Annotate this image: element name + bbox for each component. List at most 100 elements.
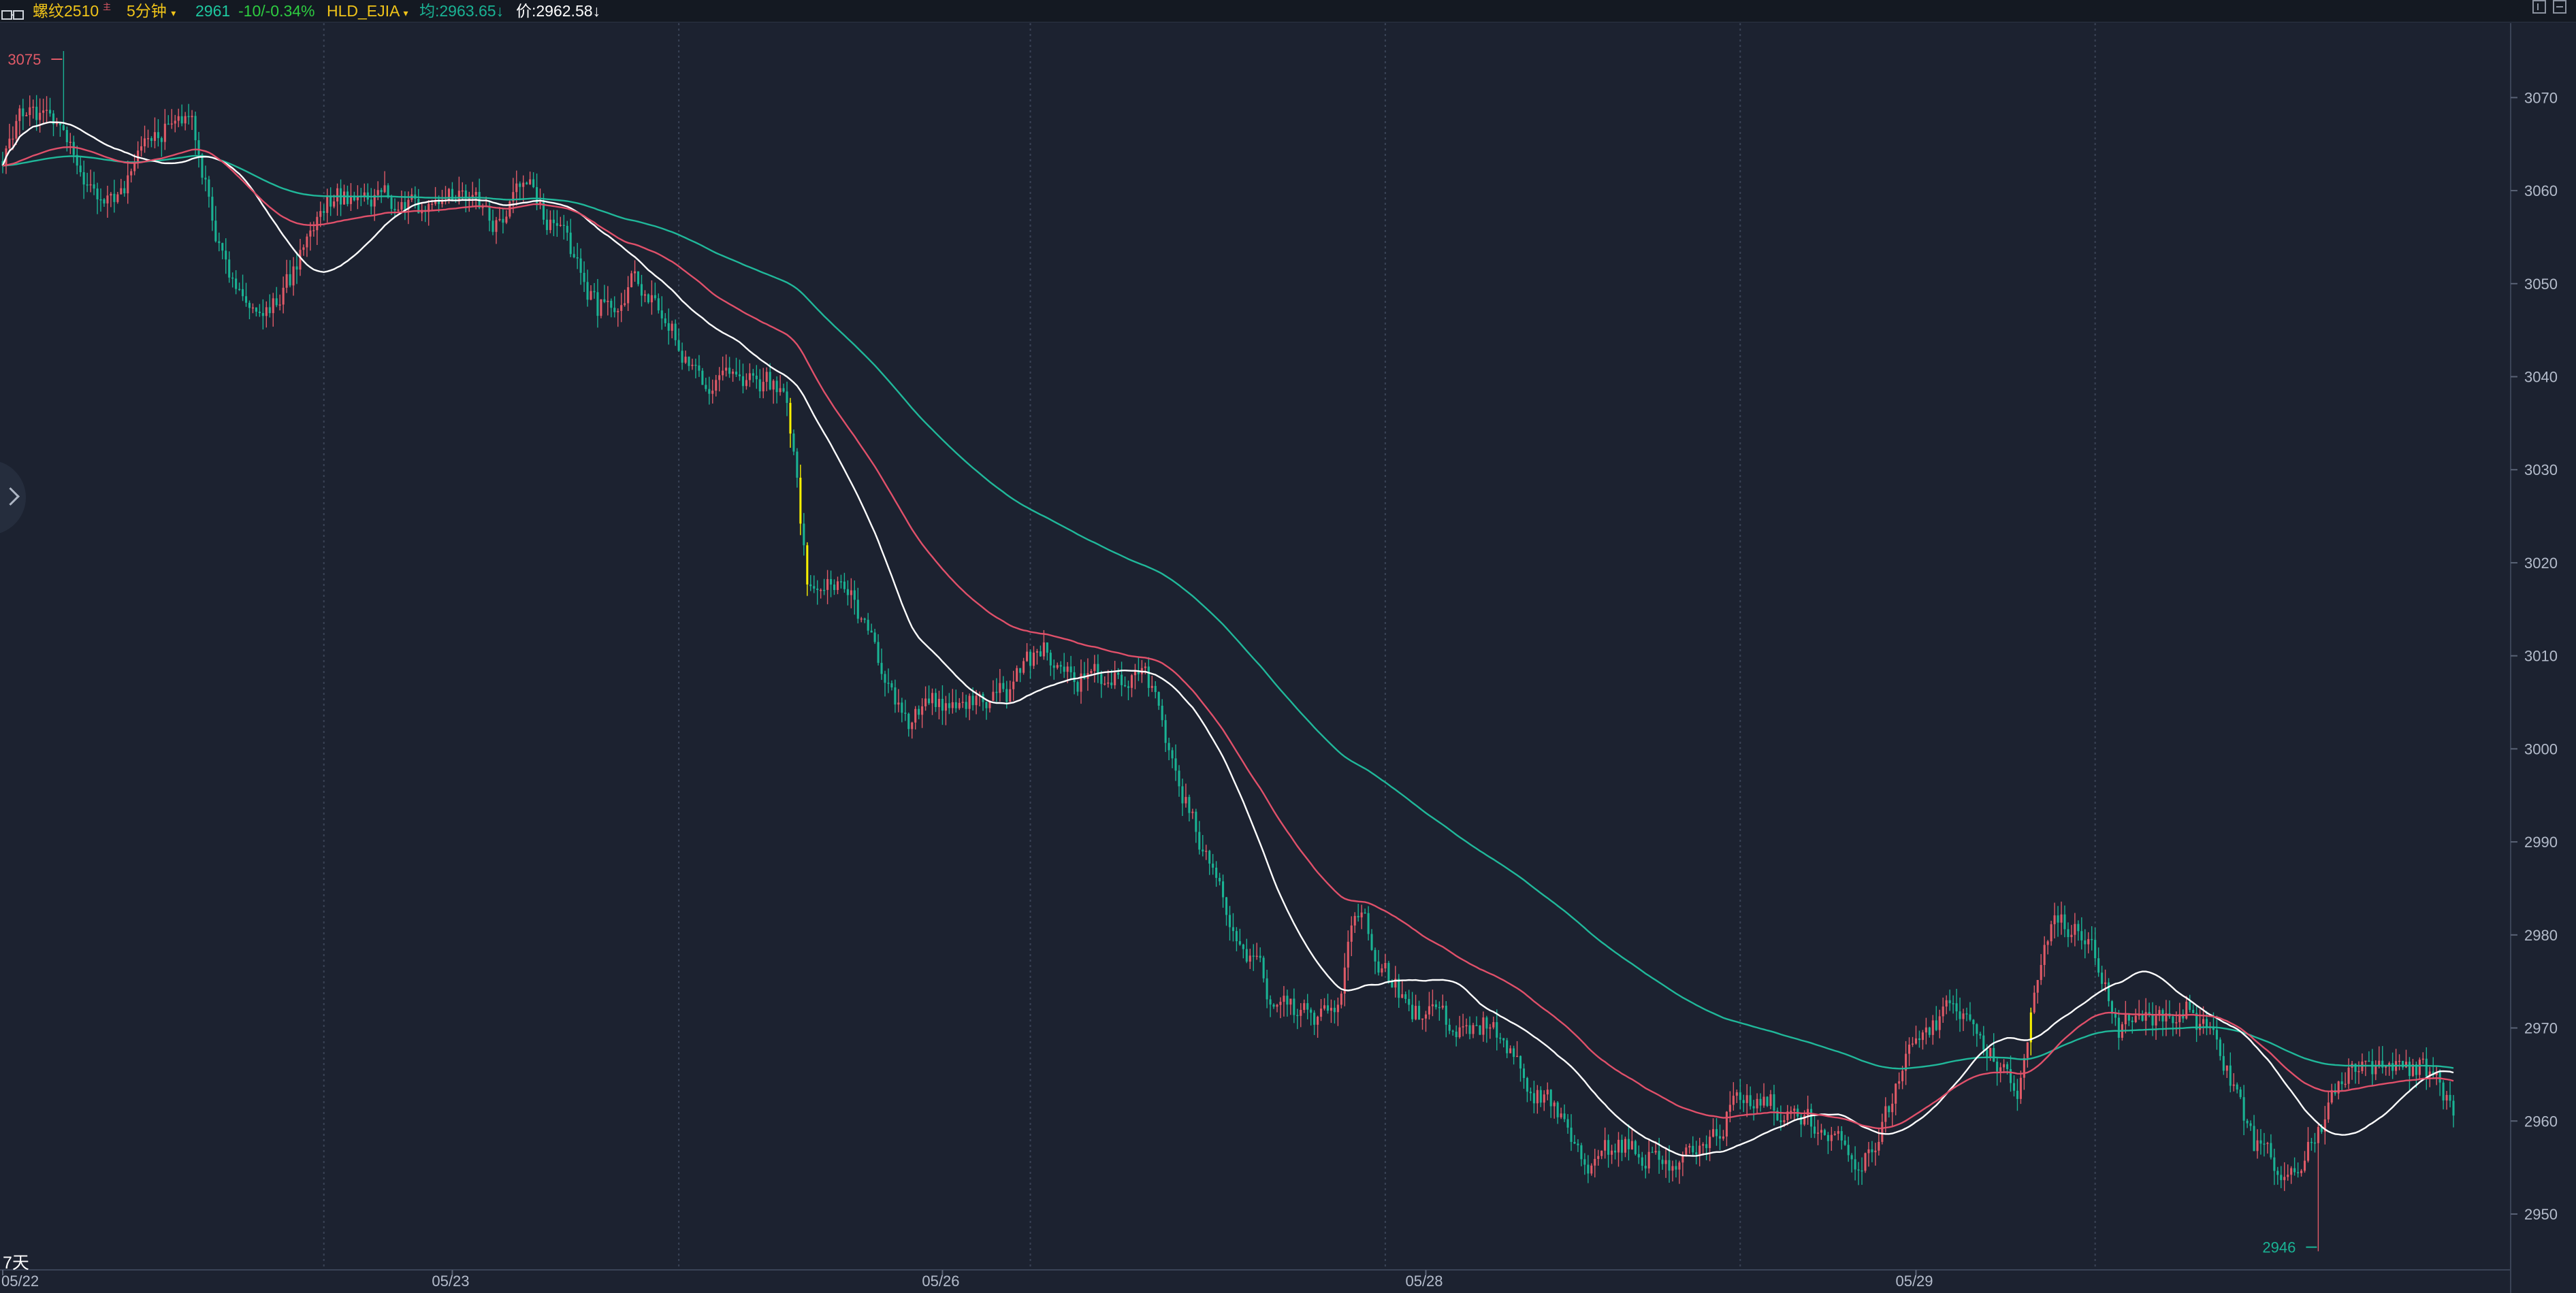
candle <box>1587 1155 1590 1183</box>
candle <box>2205 1011 2208 1036</box>
candle <box>1133 664 1136 689</box>
candle <box>1110 670 1113 689</box>
candle <box>1800 1112 1803 1137</box>
candle <box>1820 1124 1822 1140</box>
candle <box>664 313 666 327</box>
candle <box>177 108 180 127</box>
candle <box>2334 1083 2336 1096</box>
candle <box>1023 657 1025 675</box>
last-price: 2961 <box>195 2 231 20</box>
candle <box>1931 1015 1934 1045</box>
candle <box>194 112 197 155</box>
minimize-button[interactable] <box>2553 0 2566 14</box>
candle <box>1029 649 1032 679</box>
candle <box>596 278 599 328</box>
candle <box>1604 1127 1607 1159</box>
candle <box>2398 1054 2401 1070</box>
candle <box>235 270 238 295</box>
candle <box>2046 940 2049 955</box>
candle <box>498 207 501 222</box>
candle <box>370 188 372 215</box>
price-tick-label: 3060 <box>2524 182 2558 199</box>
candle <box>2107 978 2110 1007</box>
candle <box>1607 1134 1610 1168</box>
candle <box>1959 997 1961 1032</box>
candle <box>2276 1166 2279 1185</box>
candle <box>1952 995 1954 1014</box>
candle <box>1969 1002 1971 1022</box>
candle <box>1807 1096 1809 1125</box>
high-marker-label: 3075 <box>7 51 41 68</box>
candle <box>110 192 112 208</box>
candle <box>1323 998 1326 1011</box>
candle <box>1479 1025 1481 1035</box>
candle <box>792 429 795 455</box>
candle <box>231 272 234 288</box>
candle <box>1509 1045 1512 1053</box>
candle <box>1320 999 1323 1021</box>
time-range-label[interactable]: 7天 <box>3 1254 29 1273</box>
candle <box>228 251 231 283</box>
candle <box>1560 1107 1562 1119</box>
current-price: 价:2962.58↓ <box>516 2 601 20</box>
candle <box>1590 1163 1593 1176</box>
candle <box>1962 1009 1965 1032</box>
candle <box>725 354 728 377</box>
candle <box>1739 1079 1741 1110</box>
candle <box>93 171 95 195</box>
candle <box>2385 1065 2387 1076</box>
candle <box>282 276 285 314</box>
candle <box>2091 926 2093 951</box>
candle <box>1722 1130 1724 1141</box>
candle <box>1891 1093 1894 1126</box>
candle <box>1178 765 1180 797</box>
candle <box>1441 994 1444 1010</box>
symbol-name[interactable]: 螺纹2510 <box>33 2 99 20</box>
candle <box>1431 989 1434 1017</box>
dual-window-icon[interactable] <box>1 5 25 20</box>
candle <box>820 588 822 599</box>
candle <box>2253 1115 2255 1151</box>
candle <box>1840 1126 1843 1150</box>
layout-toggle-button[interactable] <box>2532 0 2546 14</box>
candle <box>1367 906 1370 940</box>
candle <box>1408 989 1411 1011</box>
candle <box>1056 662 1059 670</box>
candle <box>1303 999 1306 1013</box>
candle <box>688 356 690 372</box>
candle <box>1965 1007 1968 1021</box>
candle <box>650 280 653 315</box>
candle <box>708 376 711 405</box>
candle <box>1009 681 1012 702</box>
candle <box>468 191 470 212</box>
candle <box>1718 1124 1722 1151</box>
indicator-line-ema-mid <box>2 146 2454 1130</box>
candle <box>2327 1091 2330 1123</box>
candle <box>417 189 420 214</box>
candle <box>244 282 248 307</box>
candle <box>1597 1149 1600 1166</box>
candle <box>404 191 406 220</box>
candle <box>2435 1066 2438 1085</box>
candle <box>1195 808 1197 843</box>
candle <box>566 220 568 241</box>
candle <box>1272 1003 1275 1009</box>
candle <box>617 308 619 327</box>
candle <box>1245 938 1248 964</box>
candle <box>22 99 25 131</box>
candle <box>796 448 799 488</box>
candle <box>1553 1100 1556 1119</box>
candle <box>2074 913 2076 947</box>
candle <box>380 188 383 203</box>
price-tick-label: 2960 <box>2524 1113 2558 1130</box>
candle <box>1032 646 1035 670</box>
candle <box>1401 981 1404 998</box>
candle <box>522 175 525 202</box>
period-selector[interactable]: 5分钟 ▾ <box>127 0 176 24</box>
candle <box>954 689 957 713</box>
candle <box>1357 904 1359 922</box>
candle <box>877 634 880 666</box>
candle <box>502 208 504 234</box>
indicator-selector[interactable]: HLD_EJIA ▾ <box>327 0 408 24</box>
